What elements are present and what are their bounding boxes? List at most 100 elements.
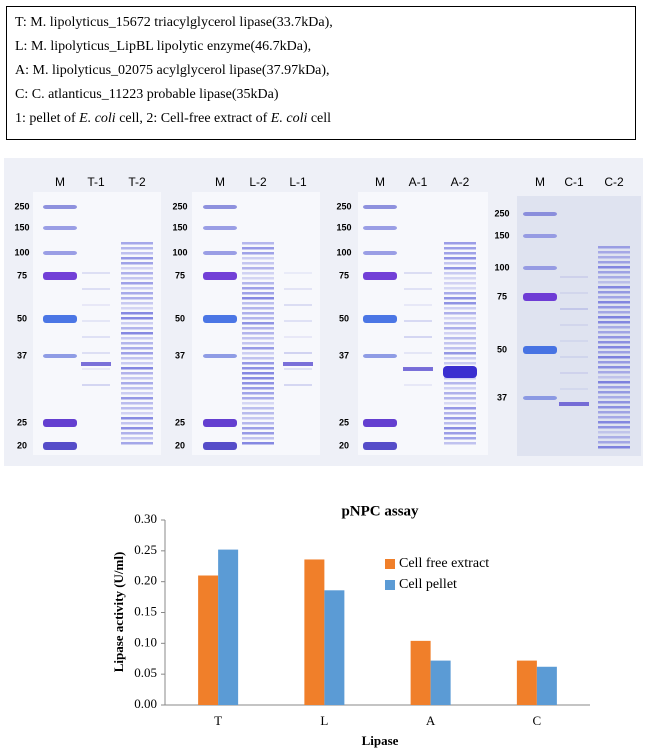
marker-label: 25	[175, 417, 185, 427]
protein-band	[560, 372, 588, 374]
protein-band	[121, 337, 153, 340]
protein-band	[121, 392, 153, 395]
protein-band	[82, 272, 110, 274]
marker-label: 100	[336, 247, 351, 257]
protein-band	[444, 272, 476, 275]
species: E. coli	[270, 111, 308, 126]
protein-band	[242, 292, 274, 295]
ladder-band	[523, 346, 557, 354]
protein-band	[560, 340, 588, 342]
ladder-band	[523, 396, 557, 400]
protein-band	[121, 317, 153, 320]
protein-band	[404, 320, 432, 322]
protein-band	[444, 347, 476, 350]
protein-band	[121, 327, 153, 330]
protein-band	[242, 412, 274, 415]
ladder-band	[43, 442, 77, 450]
marker-label: 250	[494, 208, 509, 218]
marker-label: 75	[339, 270, 349, 280]
marker-label: 100	[494, 262, 509, 272]
protein-band	[121, 352, 153, 355]
protein-band	[444, 357, 476, 360]
lane-label: C-2	[604, 175, 624, 189]
protein-band	[598, 256, 630, 259]
protein-band	[283, 362, 313, 366]
marker-label: 37	[339, 350, 349, 360]
protein-band	[284, 272, 312, 274]
protein-band	[444, 417, 476, 420]
protein-band	[598, 251, 630, 254]
protein-band	[121, 282, 153, 285]
protein-band	[82, 368, 110, 370]
protein-band	[444, 407, 476, 410]
protein-band	[242, 442, 274, 445]
gel	[517, 196, 641, 456]
protein-band	[598, 331, 630, 334]
protein-band	[284, 288, 312, 290]
ladder-band	[43, 419, 77, 427]
protein-band	[121, 402, 153, 405]
lane-label: A-1	[409, 175, 428, 189]
lane-label: C-1	[564, 175, 584, 189]
protein-band	[444, 317, 476, 320]
legend-line: 1: pellet of E. coli cell, 2: Cell-free …	[15, 107, 635, 131]
x-axis-label: Lipase	[362, 733, 399, 748]
protein-band	[242, 297, 274, 300]
ladder-band	[363, 272, 397, 280]
protein-band	[121, 367, 153, 370]
species: E. coli	[79, 111, 116, 126]
protein-band	[242, 377, 274, 380]
marker-label: 100	[172, 247, 187, 257]
marker-label: 150	[494, 230, 509, 240]
bar	[430, 660, 451, 705]
protein-band	[598, 326, 630, 329]
ladder-band	[523, 212, 557, 216]
legend-line: A: M. lipolyticus_02075 acylglycerol lip…	[15, 63, 330, 78]
legend-line: C: C. atlanticus_11223 probable lipase(3…	[15, 87, 279, 102]
protein-band	[598, 336, 630, 339]
protein-band	[598, 396, 630, 399]
ladder-band	[523, 293, 557, 301]
protein-band	[598, 371, 630, 374]
protein-band	[444, 412, 476, 415]
protein-band	[121, 417, 153, 420]
protein-band	[82, 304, 110, 306]
ladder-band	[363, 226, 397, 230]
ladder-band	[363, 419, 397, 427]
lane-label: T-1	[87, 175, 105, 189]
protein-band	[242, 307, 274, 310]
protein-band	[284, 384, 312, 386]
protein-band	[242, 397, 274, 400]
protein-band	[560, 292, 588, 294]
protein-band	[444, 437, 476, 440]
text: cell, 2: Cell-free extract of	[115, 111, 271, 126]
protein-band	[598, 341, 630, 344]
protein-band	[444, 352, 476, 355]
protein-band	[404, 272, 432, 274]
protein-band	[404, 304, 432, 306]
protein-band	[598, 401, 630, 404]
protein-band	[598, 411, 630, 414]
protein-band	[444, 382, 476, 385]
protein-band	[444, 332, 476, 335]
ladder-band	[363, 205, 397, 209]
protein-band	[242, 322, 274, 325]
legend-box: T: M. lipolyticus_15672 triacylglycerol …	[6, 6, 636, 140]
protein-band	[121, 382, 153, 385]
legend-swatch	[385, 559, 395, 569]
lane-label: L-1	[289, 175, 307, 189]
ladder-band	[523, 266, 557, 270]
marker-label: 250	[14, 201, 29, 211]
marker-label: 37	[17, 350, 27, 360]
bar	[304, 559, 325, 705]
protein-band	[598, 421, 630, 424]
ladder-band	[43, 272, 77, 280]
protein-band	[242, 392, 274, 395]
protein-band	[121, 262, 153, 265]
protein-band	[242, 317, 274, 320]
protein-band	[82, 384, 110, 386]
protein-band	[444, 362, 476, 365]
protein-band	[559, 402, 589, 406]
protein-band	[444, 257, 476, 260]
protein-band	[444, 427, 476, 430]
